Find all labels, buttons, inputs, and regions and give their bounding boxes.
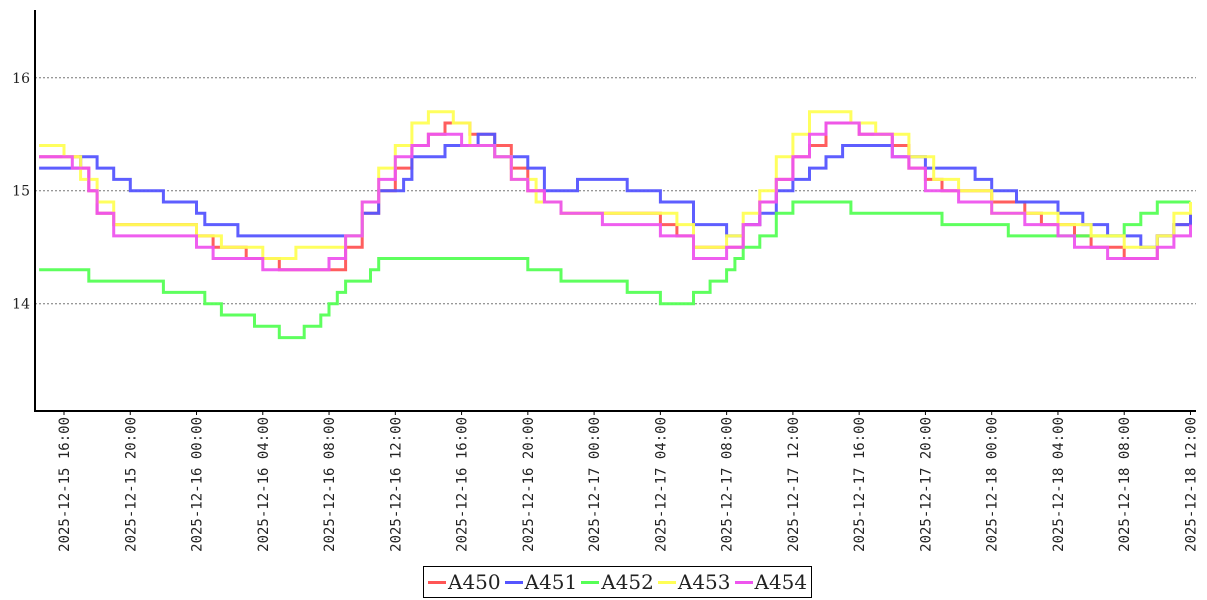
legend-swatch <box>428 580 446 584</box>
y-tick-labels: 14 15 16 <box>12 71 30 313</box>
x-tick-label: 2025-12-18 08:00 <box>1117 417 1133 552</box>
legend-label: A454 <box>754 570 808 594</box>
x-tick-label: 2025-12-17 12:00 <box>786 417 802 552</box>
x-tick-label: 2025-12-17 04:00 <box>653 417 669 552</box>
legend-swatch <box>734 580 753 584</box>
x-tick-label: 2025-12-15 16:00 <box>57 417 73 552</box>
x-tick-label: 2025-12-18 12:00 <box>1183 417 1199 552</box>
series-line-a451 <box>39 132 1192 249</box>
x-tick-label: 2025-12-17 20:00 <box>918 417 934 552</box>
y-tick-label: 16 <box>12 71 30 87</box>
y-tick-label: 15 <box>12 184 30 200</box>
legend-item-a450: A450 <box>426 570 501 594</box>
x-tick-label: 2025-12-16 00:00 <box>190 417 206 552</box>
x-tick-label: 2025-12-16 16:00 <box>455 417 471 552</box>
legend-swatch <box>581 580 600 584</box>
series-lines <box>39 110 1192 340</box>
series-line-a452 <box>39 200 1191 340</box>
legend-item-a453: A453 <box>656 570 731 594</box>
x-tick-label: 2025-12-18 00:00 <box>985 417 1001 552</box>
y-tick-label: 14 <box>12 297 30 313</box>
legend-swatch <box>657 580 676 584</box>
axes <box>34 10 1196 412</box>
gridlines <box>35 77 1196 305</box>
x-tick-label: 2025-12-18 04:00 <box>1051 417 1067 552</box>
x-tick-label: 2025-12-16 04:00 <box>256 417 272 552</box>
x-tick-label: 2025-12-17 16:00 <box>852 417 868 552</box>
x-tick-labels: 2025-12-15 16:00 2025-12-15 20:00 2025-12-… <box>57 411 1199 552</box>
series-line-a454 <box>39 121 1192 272</box>
x-tick-label: 2025-12-17 00:00 <box>587 417 603 552</box>
x-tick-label: 2025-12-17 08:00 <box>720 417 736 552</box>
legend-item-a451: A451 <box>503 570 578 594</box>
legend: A450 A451 A452 A453 A454 <box>423 566 813 598</box>
x-tick-label: 2025-12-15 20:00 <box>123 417 139 552</box>
legend-label: A453 <box>677 570 731 594</box>
x-tick-label: 2025-12-16 08:00 <box>322 417 338 552</box>
legend-item-a452: A452 <box>579 570 654 594</box>
legend-label: A450 <box>448 570 501 594</box>
x-tick-label: 2025-12-16 12:00 <box>388 417 404 552</box>
legend-swatch <box>504 580 523 584</box>
legend-label: A452 <box>601 570 654 594</box>
x-tick-label: 2025-12-16 20:00 <box>521 417 537 552</box>
legend-label: A451 <box>524 570 578 594</box>
legend-item-a454: A454 <box>733 570 808 594</box>
